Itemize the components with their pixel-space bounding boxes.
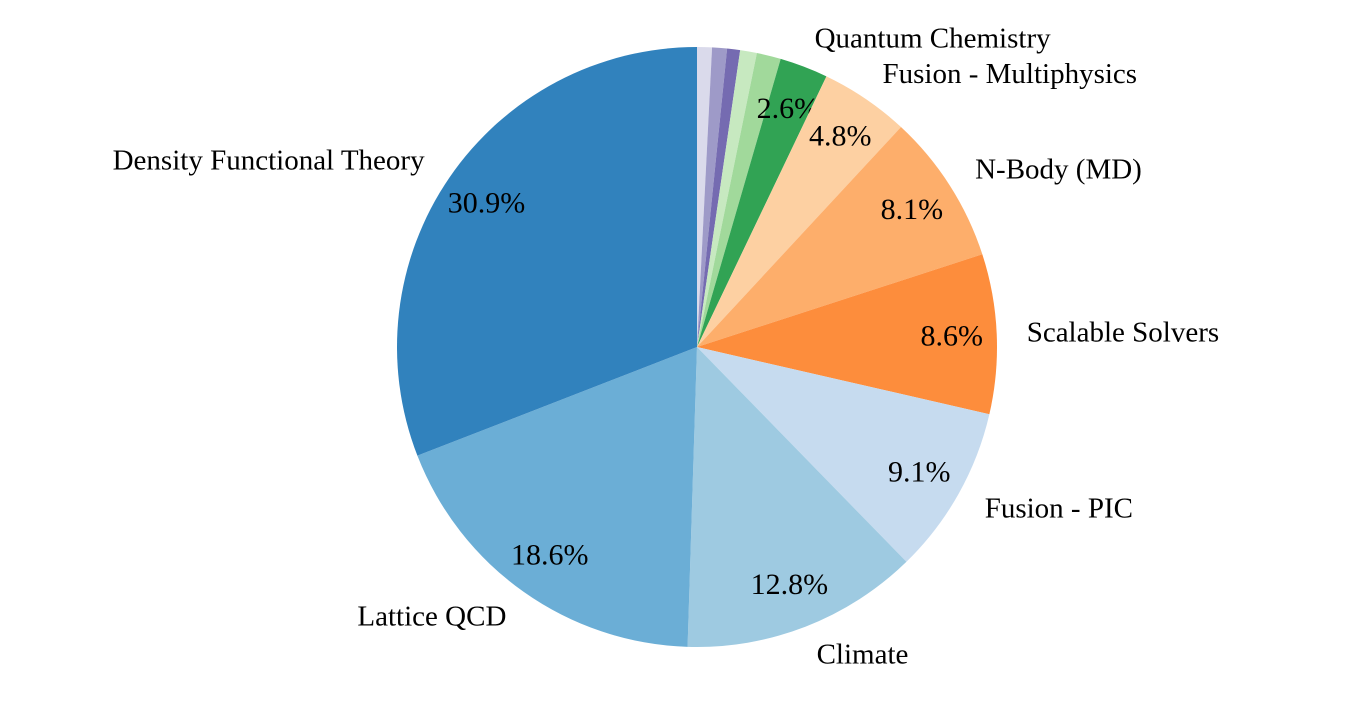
pie-slice-density-functional-theory — [397, 47, 697, 456]
pie-slice-quantum-chemistry — [697, 58, 827, 347]
pie-slice-fusion-multiphysics — [697, 76, 901, 348]
slice-label-scalable-solvers: Scalable Solvers — [1027, 317, 1219, 349]
slice-label-density-functional-theory: Density Functional Theory — [113, 145, 425, 177]
slice-pct-lattice-qcd: 18.6% — [511, 539, 589, 572]
slice-pct-fusion-pic: 9.1% — [888, 455, 951, 488]
slice-label-fusion-pic: Fusion - PIC — [985, 493, 1133, 525]
pie-slice-unlabeled — [697, 50, 757, 347]
slice-pct-scalable-solvers: 8.6% — [921, 319, 984, 352]
slice-pct-n-body-md: 8.1% — [881, 193, 944, 226]
pie-slice-scalable-solvers — [697, 254, 998, 415]
slice-label-lattice-qcd: Lattice QCD — [357, 600, 506, 632]
slice-label-n-body-md: N-Body (MD) — [975, 153, 1142, 185]
pie-slice-unlabeled — [697, 47, 728, 347]
slice-pct-fusion-multiphysics: 4.8% — [809, 120, 872, 153]
pie-slice-unlabeled — [697, 48, 741, 347]
pie-slice-fusion-pic — [697, 347, 990, 562]
pie-slice-unlabeled — [697, 53, 781, 347]
pie-slice-lattice-qcd — [417, 347, 697, 647]
slice-label-fusion-multiphysics: Fusion - Multiphysics — [883, 58, 1138, 90]
slice-pct-climate: 12.8% — [751, 568, 829, 601]
slice-label-climate: Climate — [817, 639, 909, 671]
pie-slice-n-body-md — [697, 127, 983, 348]
slice-label-quantum-chemistry: Quantum Chemistry — [815, 23, 1052, 55]
slice-pct-density-functional-theory: 30.9% — [448, 187, 526, 220]
pie-slice-unlabeled — [697, 47, 713, 347]
pie-slice-climate — [687, 347, 907, 647]
